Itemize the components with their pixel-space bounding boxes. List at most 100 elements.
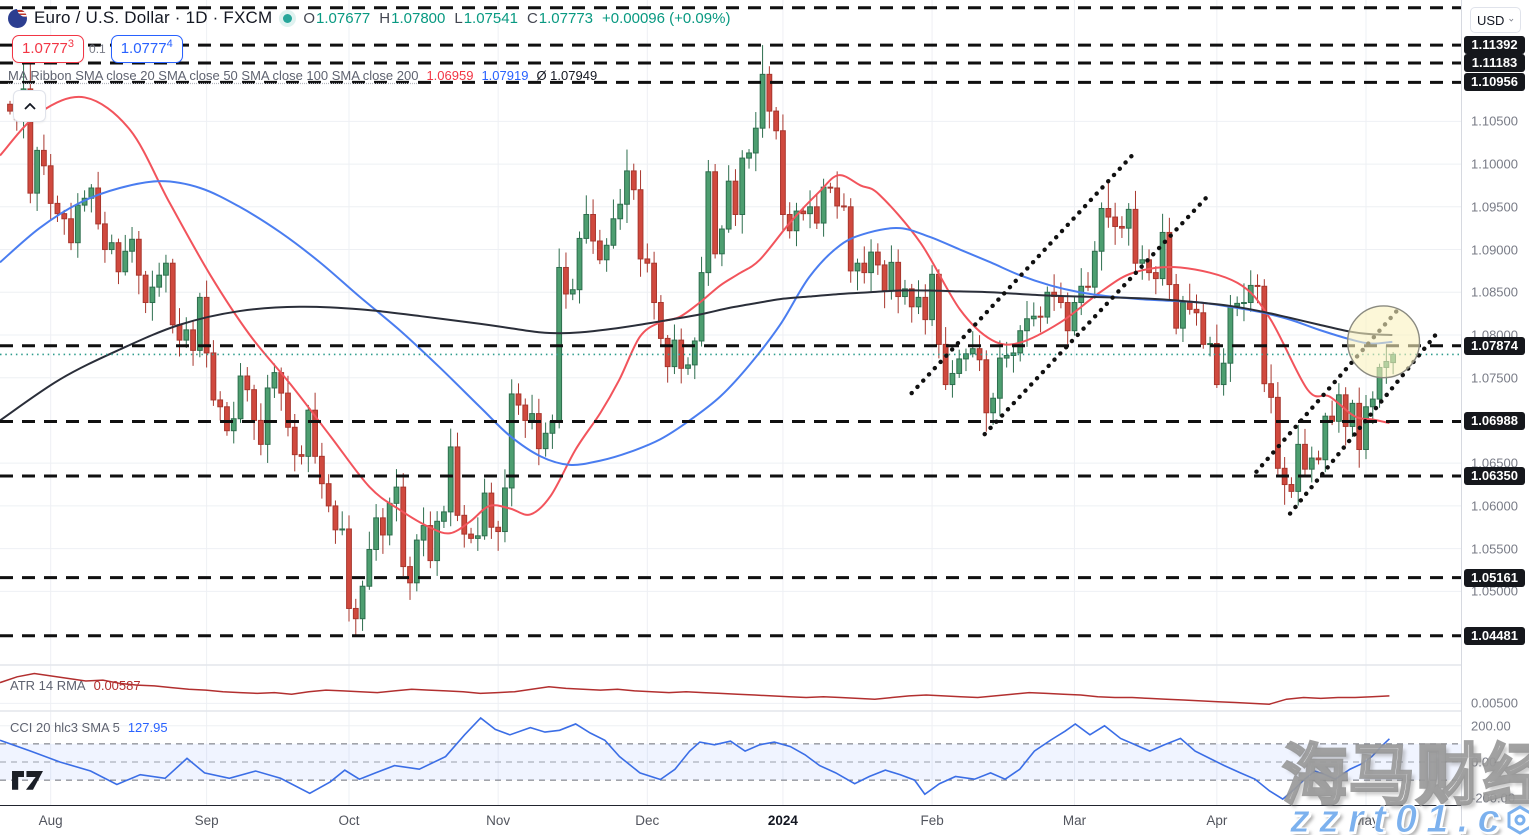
time-axis[interactable]: AugSepOctNovDec2024FebMarAprMay20 — [0, 805, 1482, 835]
ma-line-sma-slow-black[interactable] — [0, 289, 1393, 422]
candle[interactable] — [149, 286, 156, 304]
candle[interactable] — [834, 187, 841, 207]
candle[interactable] — [644, 258, 651, 264]
candle[interactable] — [244, 375, 251, 391]
candle[interactable] — [264, 387, 271, 445]
candle[interactable] — [949, 372, 956, 386]
price-axis[interactable]: USD 1.10500 1.10000 1.09500 1.09000 1.08500 1… — [1461, 0, 1529, 835]
candle[interactable] — [705, 171, 712, 274]
candle[interactable] — [1295, 443, 1302, 492]
candle[interactable] — [1274, 396, 1281, 469]
candle[interactable] — [1180, 302, 1186, 329]
candle[interactable] — [1112, 216, 1119, 227]
candle[interactable] — [1085, 285, 1091, 288]
candle[interactable] — [1288, 484, 1295, 492]
candle[interactable] — [332, 505, 339, 531]
candlestick-series[interactable] — [7, 35, 1397, 636]
candle[interactable] — [7, 103, 13, 112]
candle[interactable] — [922, 296, 929, 321]
candle[interactable] — [942, 343, 949, 386]
candle[interactable] — [1024, 318, 1030, 332]
highlight[interactable] — [1346, 305, 1421, 379]
collapse-widget-button[interactable] — [13, 90, 46, 122]
market-status-dot[interactable] — [283, 13, 293, 23]
candle[interactable] — [27, 88, 34, 194]
candle[interactable] — [1369, 398, 1376, 408]
candle[interactable] — [1220, 362, 1227, 386]
candle[interactable] — [1132, 208, 1139, 264]
candle[interactable] — [68, 218, 74, 244]
candle[interactable] — [1058, 296, 1064, 304]
candle[interactable] — [257, 419, 264, 445]
candle[interactable] — [163, 262, 169, 276]
candle[interactable] — [719, 228, 725, 255]
candle[interactable] — [895, 261, 902, 298]
symbol-title[interactable]: Euro / U.S. Dollar · 1D · FXCM — [34, 8, 273, 27]
candle[interactable] — [217, 399, 224, 408]
candle[interactable] — [712, 171, 719, 255]
candle[interactable] — [1254, 284, 1261, 287]
candle[interactable] — [1213, 343, 1220, 386]
candle[interactable] — [1363, 406, 1369, 451]
candle[interactable] — [1193, 308, 1200, 314]
candle[interactable] — [454, 446, 461, 516]
candle[interactable] — [515, 393, 522, 406]
candle[interactable] — [169, 262, 176, 326]
candle[interactable] — [630, 170, 637, 191]
candle[interactable] — [291, 426, 298, 456]
candle[interactable] — [800, 210, 807, 215]
candle[interactable] — [563, 266, 569, 295]
candle[interactable] — [610, 218, 617, 246]
candle[interactable] — [990, 397, 997, 414]
candle[interactable] — [1105, 208, 1112, 218]
candle[interactable] — [793, 210, 800, 232]
candle[interactable] — [190, 329, 196, 351]
candle[interactable] — [549, 420, 556, 434]
candle[interactable] — [502, 487, 508, 533]
cci-label[interactable]: CCI 20 hlc3 SMA 5 — [10, 720, 120, 735]
candle[interactable] — [203, 296, 210, 354]
candle[interactable] — [902, 288, 908, 298]
candle[interactable] — [156, 274, 163, 288]
candle[interactable] — [413, 539, 420, 584]
sma-slow-black[interactable] — [0, 289, 1393, 422]
candle[interactable] — [325, 483, 332, 507]
candle[interactable] — [1091, 250, 1098, 288]
candle[interactable] — [1335, 394, 1342, 422]
candle[interactable] — [542, 432, 549, 450]
candle[interactable] — [1173, 284, 1180, 329]
trendline[interactable] — [1254, 305, 1402, 474]
highlight-circle[interactable] — [1346, 305, 1421, 379]
candle[interactable] — [746, 152, 752, 159]
candle[interactable] — [590, 213, 596, 242]
candle[interactable] — [495, 526, 502, 533]
candle[interactable] — [420, 525, 427, 541]
candle[interactable] — [1098, 208, 1105, 252]
candle[interactable] — [393, 486, 400, 504]
trendline[interactable] — [982, 191, 1212, 437]
candle[interactable] — [685, 364, 691, 369]
candle[interactable] — [74, 204, 81, 244]
candle[interactable] — [1125, 208, 1132, 229]
candle[interactable] — [108, 242, 115, 251]
candle[interactable] — [908, 288, 915, 308]
candle[interactable] — [305, 409, 312, 457]
candle[interactable] — [95, 187, 102, 225]
candle[interactable] — [766, 73, 773, 112]
candle[interactable] — [780, 130, 786, 215]
candle[interactable] — [352, 607, 359, 620]
candle[interactable] — [1044, 291, 1051, 318]
sell-button[interactable]: 1.0777 3 — [12, 35, 85, 63]
ma-ribbon-label[interactable]: MA Ribbon SMA close 20 SMA close 50 SMA … — [8, 68, 419, 83]
candle[interactable] — [1037, 315, 1044, 318]
candle[interactable] — [122, 250, 129, 273]
candle[interactable] — [237, 375, 244, 420]
candle[interactable] — [271, 372, 278, 389]
candle[interactable] — [102, 223, 108, 251]
candle[interactable] — [637, 189, 644, 260]
candle[interactable] — [874, 251, 881, 266]
candle[interactable] — [698, 272, 705, 342]
candle[interactable] — [366, 548, 373, 587]
candle[interactable] — [522, 404, 529, 421]
candle[interactable] — [34, 149, 41, 194]
